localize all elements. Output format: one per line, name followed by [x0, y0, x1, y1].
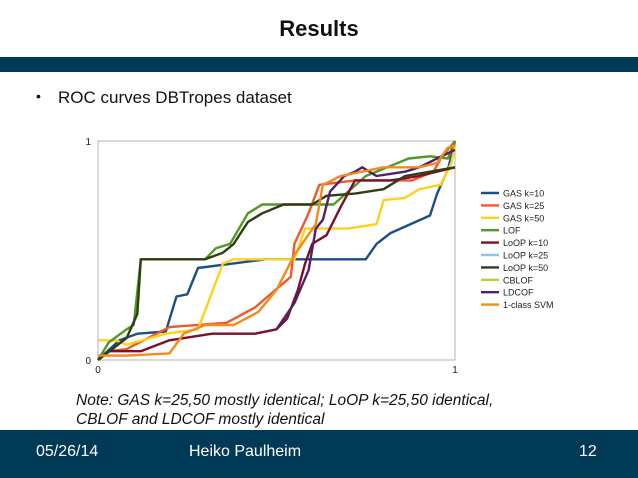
y-tick-label: 1: [85, 137, 91, 148]
series-line-loop-k-50: [97, 166, 456, 361]
legend-label: GAS k=25: [503, 201, 544, 211]
bullet-text: ROC curves DBTropes dataset: [58, 88, 292, 107]
legend-label: LoOP k=25: [503, 251, 548, 261]
footer-author: Heiko Paulheim: [189, 443, 302, 460]
legend-label: 1-class SVM: [503, 300, 554, 310]
legend-label: CBLOF: [503, 275, 534, 285]
header-band: [0, 57, 638, 72]
series-line-loop-k-10: [97, 166, 456, 361]
bullet-item: • ROC curves DBTropes dataset: [36, 88, 292, 108]
y-tick-label: 0: [85, 356, 91, 367]
series-line-lof: [96, 140, 457, 361]
footer-bar: 05/26/14 Heiko Paulheim 12: [0, 430, 638, 478]
note-line-2: CBLOF and LDCOF mostly identical: [76, 411, 325, 428]
footer-page-number: 12: [579, 443, 597, 460]
note-text: Note: GAS k=25,50 mostly identical; LoOP…: [76, 391, 493, 429]
legend-label: LoOP k=50: [503, 263, 548, 273]
series-line-1-class-svm: [98, 144, 456, 357]
x-tick-label: 0: [95, 365, 101, 376]
series-line-gas-k-10: [97, 140, 457, 361]
chart-axes: 0 1 0 1: [85, 137, 458, 376]
series-line-gas-k-50: [98, 145, 457, 346]
legend-label: GAS k=10: [503, 189, 544, 199]
slide-title: Results: [279, 16, 359, 41]
chart-legend: GAS k=10 GAS k=25 GAS k=50 LOF LoOP k=10 LoOP…: [481, 189, 554, 310]
series-line-gas-k-25: [97, 140, 456, 361]
legend-label: LoOP k=10: [503, 238, 548, 248]
legend-label: GAS k=50: [503, 213, 544, 223]
x-tick-label: 1: [452, 365, 458, 376]
chart-series: [96, 140, 457, 361]
bullet-dot-icon: •: [36, 88, 41, 104]
footer-date: 05/26/14: [36, 443, 99, 460]
note-line-1: Note: GAS k=25,50 mostly identical; LoOP…: [76, 392, 494, 409]
plot-area-frame: [97, 140, 456, 361]
legend-label: LOF: [503, 226, 521, 236]
legend-label: LDCOF: [503, 288, 534, 298]
